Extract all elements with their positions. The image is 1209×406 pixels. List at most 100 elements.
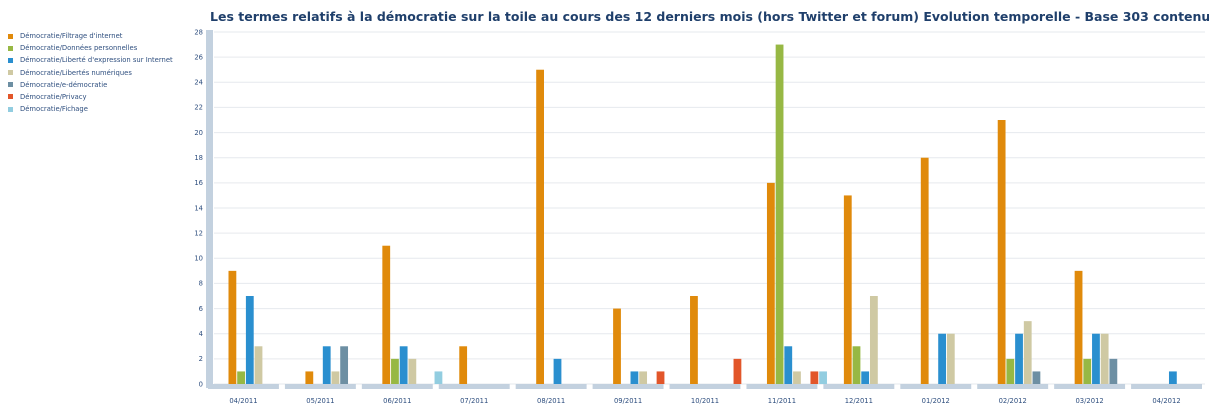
- bar: [843, 195, 852, 384]
- bar: [733, 358, 742, 384]
- bar: [920, 157, 929, 384]
- bar: [946, 333, 955, 384]
- y-tick-label: 22: [194, 104, 203, 112]
- y-axis: [206, 30, 213, 388]
- bar: [399, 346, 408, 384]
- y-tick-label: 24: [194, 79, 203, 87]
- x-tick-label: 05/2011: [306, 397, 334, 405]
- bar: [228, 270, 237, 384]
- bar: [553, 358, 562, 384]
- x-tick-label: 03/2012: [1075, 397, 1103, 405]
- legend-label: Démocratie/Libertés numériques: [20, 68, 132, 77]
- legend-item[interactable]: Démocratie/e-démocratie: [8, 80, 173, 90]
- legend-swatch: [8, 70, 13, 76]
- legend-swatch: [8, 33, 13, 39]
- bar: [819, 371, 827, 384]
- legend-swatch: [8, 57, 13, 63]
- bar: [305, 371, 314, 384]
- y-tick-label: 26: [194, 53, 203, 61]
- bar: [810, 371, 819, 384]
- legend-item[interactable]: Démocratie/Privacy: [8, 92, 173, 102]
- x-tick-label: 02/2012: [999, 397, 1027, 405]
- x-tick-label: 06/2011: [383, 397, 411, 405]
- category-floor: [977, 384, 1049, 389]
- bar: [1100, 333, 1109, 384]
- y-tick-label: 8: [199, 280, 203, 288]
- y-tick-label: 20: [194, 129, 203, 137]
- category-floor: [361, 384, 433, 389]
- y-tick-label: 10: [194, 255, 203, 263]
- y-tick-label: 0: [199, 380, 203, 388]
- legend-item[interactable]: Démocratie/Libertés numériques: [8, 68, 173, 78]
- x-tick-label: 07/2011: [460, 397, 488, 405]
- legend-label: Démocratie/Filtrage d'internet: [20, 32, 123, 40]
- legend-label: Démocratie/Privacy: [20, 92, 87, 101]
- category-floor: [900, 384, 972, 389]
- bar: [639, 371, 648, 384]
- bar: [1023, 321, 1032, 384]
- y-tick-label: 14: [194, 204, 203, 212]
- y-tick-label: 4: [199, 330, 203, 338]
- bar: [630, 371, 639, 384]
- category-floor: [823, 384, 895, 389]
- bar: [1083, 358, 1092, 384]
- bar: [852, 346, 861, 384]
- bar: [766, 182, 775, 384]
- bar: [322, 346, 331, 384]
- legend-label: Démocratie/Données personnelles: [20, 44, 138, 53]
- legend-swatch: [8, 106, 13, 112]
- bar: [1015, 333, 1023, 384]
- y-tick-label: 28: [194, 28, 203, 36]
- category-floor: [208, 384, 279, 389]
- category-floor: [1131, 384, 1202, 389]
- bar: [459, 346, 468, 384]
- y-tick-label: 2: [199, 355, 203, 363]
- bar: [434, 371, 443, 384]
- category-floor: [1054, 384, 1126, 389]
- bar: [656, 371, 665, 384]
- bar: [793, 371, 801, 384]
- bar: [245, 296, 254, 384]
- x-tick-label: 08/2011: [537, 397, 565, 405]
- legend-label: Démocratie/Fichage: [20, 105, 88, 114]
- y-tick-label: 6: [199, 305, 203, 313]
- x-tick-label: 04/2012: [1152, 397, 1180, 405]
- category-floor: [284, 384, 356, 389]
- bar: [775, 44, 784, 384]
- x-tick-label: 09/2011: [614, 397, 642, 405]
- category-floor: [438, 384, 510, 389]
- legend-swatch: [8, 45, 13, 51]
- legend-label: Démocratie/Liberté d'expression sur Inte…: [20, 56, 173, 65]
- category-floor: [669, 384, 741, 389]
- y-tick-label: 18: [194, 154, 203, 162]
- bar: [690, 296, 698, 384]
- bar: [1168, 371, 1177, 384]
- bar: [997, 120, 1006, 384]
- bar: [784, 346, 793, 384]
- bar: [1092, 333, 1100, 384]
- bar: [331, 371, 340, 384]
- bar: [1006, 358, 1015, 384]
- x-tick-label: 12/2011: [845, 397, 873, 405]
- bar: [391, 358, 399, 384]
- bar: [382, 245, 391, 384]
- bar: [861, 371, 870, 384]
- bar: [254, 346, 263, 384]
- category-floor: [515, 384, 587, 389]
- category-floor: [746, 384, 818, 389]
- bar: [237, 371, 245, 384]
- legend-item[interactable]: Démocratie/Données personnelles: [8, 43, 173, 53]
- bar: [1032, 371, 1041, 384]
- legend-swatch: [8, 94, 13, 100]
- legend-item[interactable]: Démocratie/Filtrage d'internet: [8, 31, 173, 41]
- bar: [536, 69, 544, 384]
- legend-item[interactable]: Démocratie/Fichage: [8, 104, 173, 114]
- y-tick-label: 16: [194, 179, 203, 187]
- category-floor: [592, 384, 664, 389]
- bar: [408, 358, 417, 384]
- legend-item[interactable]: Démocratie/Liberté d'expression sur Inte…: [8, 55, 173, 65]
- x-tick-label: 01/2012: [922, 397, 950, 405]
- bar: [1074, 270, 1083, 384]
- y-tick-label: 12: [194, 229, 203, 237]
